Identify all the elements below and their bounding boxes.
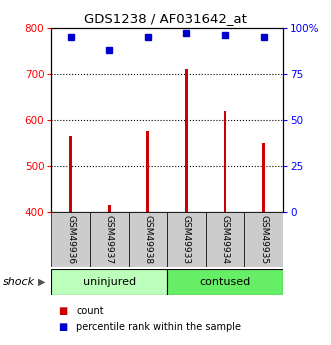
Bar: [167, 269, 283, 295]
Text: GSM49938: GSM49938: [143, 215, 152, 264]
Text: GSM49936: GSM49936: [66, 215, 75, 264]
Bar: [147, 131, 149, 212]
Text: ■: ■: [58, 306, 67, 316]
Bar: [51, 212, 90, 267]
Text: percentile rank within the sample: percentile rank within the sample: [76, 322, 241, 332]
Bar: [206, 212, 244, 267]
Text: GSM49937: GSM49937: [105, 215, 114, 264]
Bar: [224, 111, 226, 212]
Bar: [90, 212, 128, 267]
Text: contused: contused: [200, 277, 251, 287]
Text: uninjured: uninjured: [83, 277, 136, 287]
Bar: [167, 212, 206, 267]
Bar: [69, 136, 72, 212]
Text: shock: shock: [3, 277, 35, 287]
Bar: [262, 143, 265, 212]
Text: ■: ■: [58, 322, 67, 332]
Bar: [51, 269, 167, 295]
Text: GSM49933: GSM49933: [182, 215, 191, 264]
Bar: [244, 212, 283, 267]
Text: count: count: [76, 306, 104, 316]
Bar: [128, 212, 167, 267]
Text: GSM49935: GSM49935: [259, 215, 268, 264]
Bar: [108, 205, 111, 212]
Text: GDS1238 / AF031642_at: GDS1238 / AF031642_at: [84, 12, 247, 25]
Text: GSM49934: GSM49934: [220, 215, 230, 264]
Bar: [185, 69, 188, 212]
Text: ▶: ▶: [38, 277, 45, 287]
